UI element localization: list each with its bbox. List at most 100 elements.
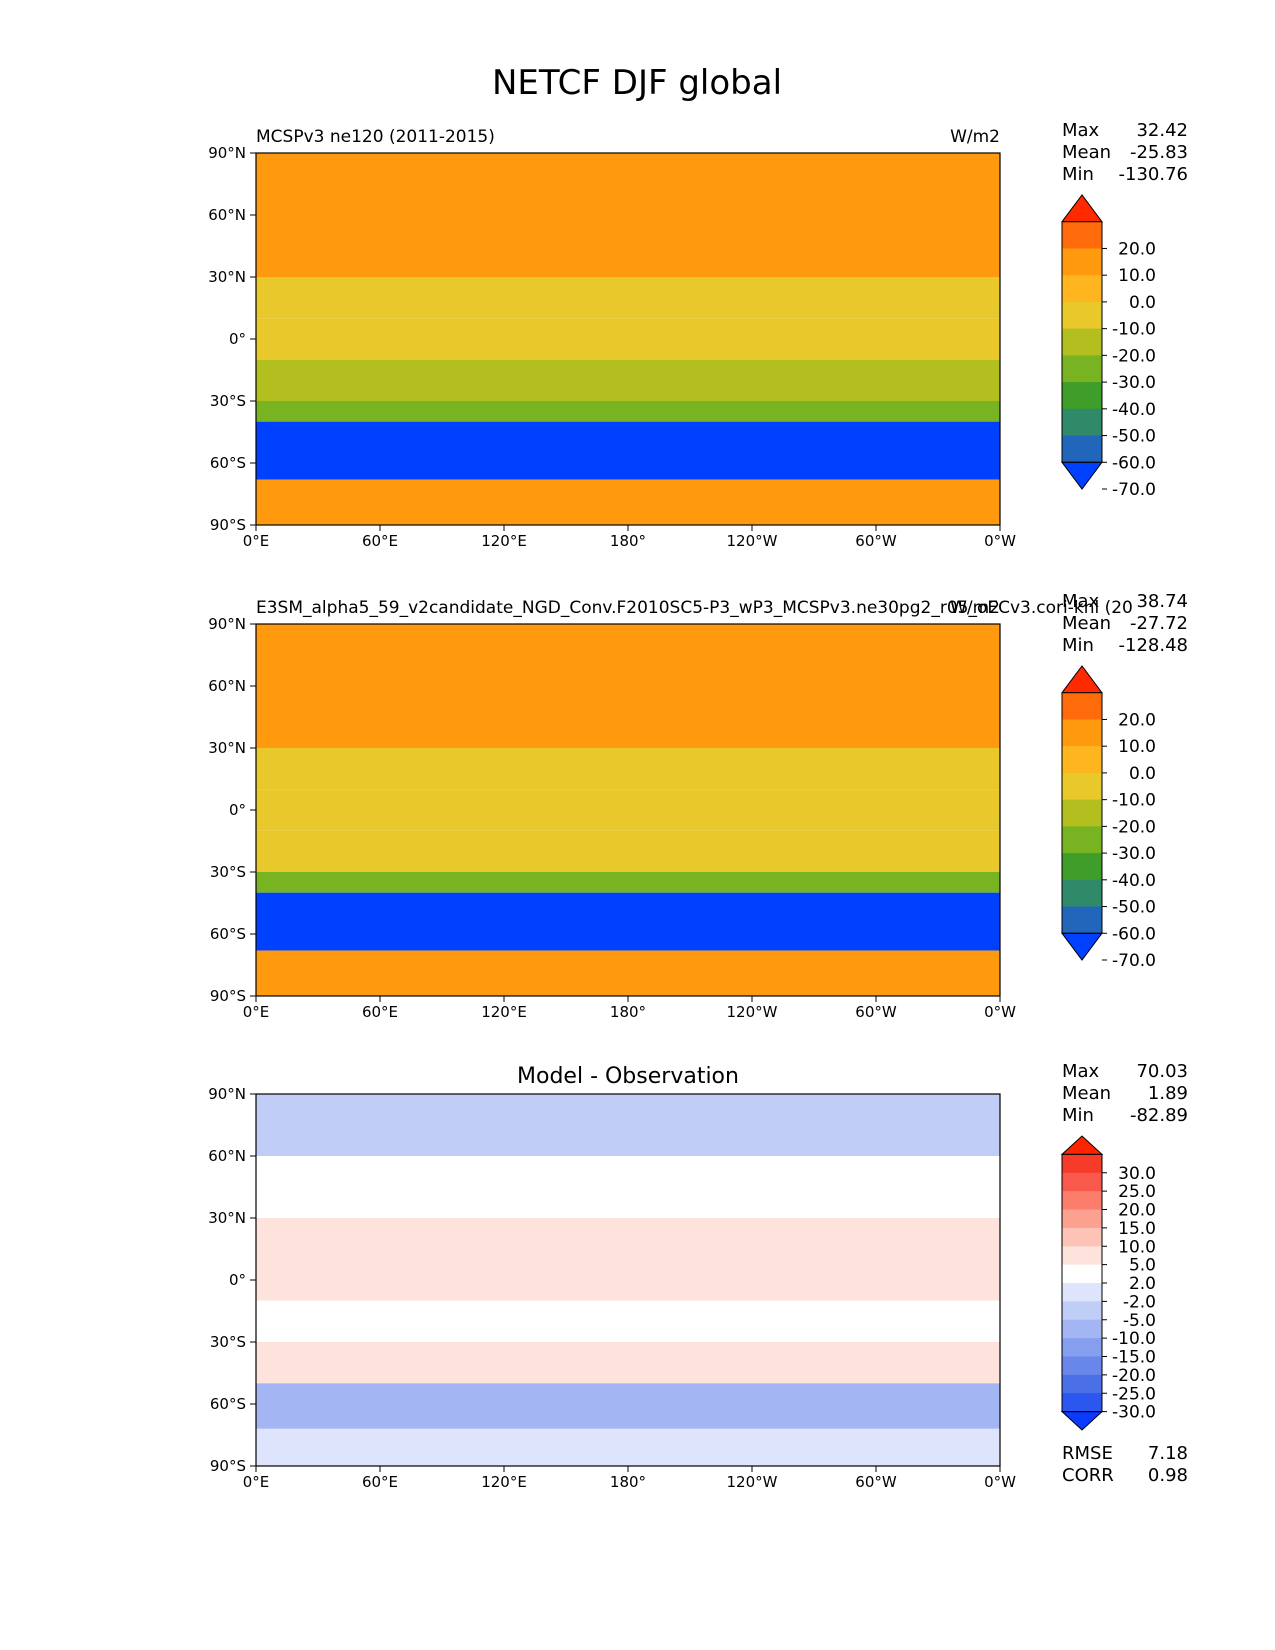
colorbar: 20.0 10.0 0.0 -10.0 -20.0 -30.0 -40.0 -50.0 -60.… [1061, 665, 1156, 971]
stat-value: 70.03 [1136, 1061, 1188, 1082]
zonal-band-0 [256, 624, 1000, 686]
colorbar-frame [1061, 221, 1103, 463]
lon-tick-label: 0°E [243, 1473, 270, 1491]
colorbar-tick-label: 15.0 [1118, 1219, 1156, 1239]
colorbar-segment [1062, 1172, 1102, 1192]
colorbar-tick-label: -10.0 [1112, 1329, 1156, 1349]
zonal-band-2 [256, 277, 1000, 319]
colorbar-segment [1062, 1209, 1102, 1229]
lat-tick-label: 90°N [208, 1085, 246, 1103]
colorbar-tick-label: 20.0 [1118, 1201, 1156, 1221]
lat-tick-label: 60°S [210, 925, 246, 943]
lon-tick-label: 60°W [855, 1473, 897, 1491]
lat-tick-label: 30°N [208, 268, 246, 286]
lon-tick-label: 180° [610, 532, 646, 550]
colorbar-tick-label: 0.0 [1129, 293, 1156, 313]
zonal-band-6 [256, 892, 1000, 951]
zonal-band-5 [256, 872, 1000, 893]
zonal-band-2 [256, 748, 1000, 790]
colorbar-segment [1062, 1374, 1102, 1394]
zonal-band-3 [256, 789, 1000, 831]
lon-tick-label: 120°E [481, 532, 527, 550]
colorbar-tick-label: -15.0 [1112, 1348, 1156, 1368]
lon-tick-label: 0°E [243, 1003, 270, 1021]
panel-diff: 90°N 60°N 30°N 0° 30°S 60°S 90°S0°E 60°E 120°E 18… [208, 1061, 1188, 1491]
zonal-band-4 [256, 1300, 1000, 1342]
lat-tick-label: 90°S [210, 987, 246, 1005]
colorbar-segment [1062, 906, 1102, 934]
map-field [256, 153, 1000, 525]
lat-tick-label: 30°S [210, 863, 246, 881]
colorbar-segment [1062, 221, 1102, 249]
panel-left-title: MCSPv3 ne120 (2011-2015) [256, 127, 495, 147]
colorbar-segment [1062, 1283, 1102, 1302]
lon-tick-label: 0°E [243, 532, 270, 550]
stat-value: -82.89 [1130, 1105, 1188, 1126]
zonal-band-6 [256, 421, 1000, 480]
colorbar-segment [1062, 1393, 1102, 1413]
colorbar-segment [1062, 1154, 1102, 1174]
colorbar-segment [1062, 772, 1102, 801]
colorbar-tick-label: 0.0 [1129, 764, 1156, 784]
colorbar-tick-label: -2.0 [1123, 1292, 1156, 1312]
zonal-band-5 [256, 1342, 1000, 1384]
colorbar-tick-label: 10.0 [1118, 737, 1156, 757]
colorbar-tick-label: -25.0 [1112, 1384, 1156, 1404]
zonal-band-2 [256, 1218, 1000, 1260]
lat-tick-label: 60°N [208, 206, 246, 224]
colorbar-tick-label: -50.0 [1112, 898, 1156, 918]
zonal-band-1 [256, 215, 1000, 277]
panels: 90°N60°N30°N0°30°S60°S90°S0°E 60°E 120°E 18… [208, 120, 1188, 1491]
zonal-band-0 [256, 1094, 1000, 1156]
zonal-band-7 [256, 479, 1000, 525]
stat-label: CORR [1062, 1465, 1114, 1486]
stat-value: -27.72 [1130, 613, 1188, 634]
colorbar-frame [1061, 692, 1103, 934]
panel-units: W/m2 [950, 598, 1000, 618]
zonal-band-7 [256, 1428, 1000, 1466]
colorbar-segment [1062, 799, 1102, 827]
colorbar: 20.0 10.0 0.0 -10.0 -20.0 -30.0 -40.0 -50.0 -60.… [1061, 194, 1156, 500]
zonal-band-7 [256, 950, 1000, 996]
zonal-band-4 [256, 830, 1000, 872]
lat-tick-label: 60°N [208, 677, 246, 695]
stat-label: Mean [1062, 613, 1111, 634]
lon-tick-label: 180° [610, 1003, 646, 1021]
colorbar-segment [1062, 435, 1102, 463]
colorbar-extend-min [1061, 461, 1103, 490]
stat-value: 32.42 [1136, 120, 1188, 141]
lat-tick-label: 30°N [208, 739, 246, 757]
lon-tick-label: 180° [610, 1473, 646, 1491]
panel-left-title: E3SM_alpha5_59_v2candidate_NGD_Conv.F201… [256, 598, 1133, 618]
colorbar-tick-label: -60.0 [1112, 924, 1156, 944]
lon-tick-label: 120°E [481, 1003, 527, 1021]
colorbar-tick-label: -40.0 [1112, 400, 1156, 420]
stat-label: Min [1062, 164, 1094, 185]
zonal-band-0 [256, 153, 1000, 215]
colorbar-segment [1062, 1356, 1102, 1376]
colorbar-tick-label: -20.0 [1112, 817, 1156, 837]
colorbar-segment [1062, 1246, 1102, 1266]
lon-tick-label: 0°W [984, 532, 1016, 550]
colorbar-tick-label: 30.0 [1118, 1164, 1156, 1184]
colorbar-tick-label: 2.0 [1129, 1274, 1156, 1294]
stat-value: 1.89 [1148, 1083, 1188, 1104]
panel-reference: 90°N 60°N 30°N 0° 30°S 60°S 90°S0°E 60°E 120°E 18… [208, 591, 1188, 1021]
stat-label: Max [1062, 1061, 1100, 1082]
colorbar-segment [1062, 355, 1102, 383]
stat-label: Max [1062, 120, 1100, 141]
panel-test: 90°N 60°N 30°N 0° 30°S 60°S 90°S0°E 60°E 120°E 18… [208, 120, 1188, 550]
colorbar-segment [1062, 382, 1102, 410]
lat-tick-label: 90°S [210, 516, 246, 534]
colorbar-segment [1062, 408, 1102, 437]
colorbar-tick-label: -5.0 [1123, 1311, 1156, 1331]
colorbar-tick-label: 10.0 [1118, 266, 1156, 286]
map-field [256, 624, 1000, 996]
stat-value: 7.18 [1148, 1443, 1188, 1464]
zonal-band-5 [256, 401, 1000, 422]
lon-tick-label: 60°W [855, 532, 897, 550]
lat-tick-label: 0° [229, 801, 246, 819]
colorbar-segment [1062, 1264, 1102, 1284]
lon-tick-label: 0°W [984, 1003, 1016, 1021]
